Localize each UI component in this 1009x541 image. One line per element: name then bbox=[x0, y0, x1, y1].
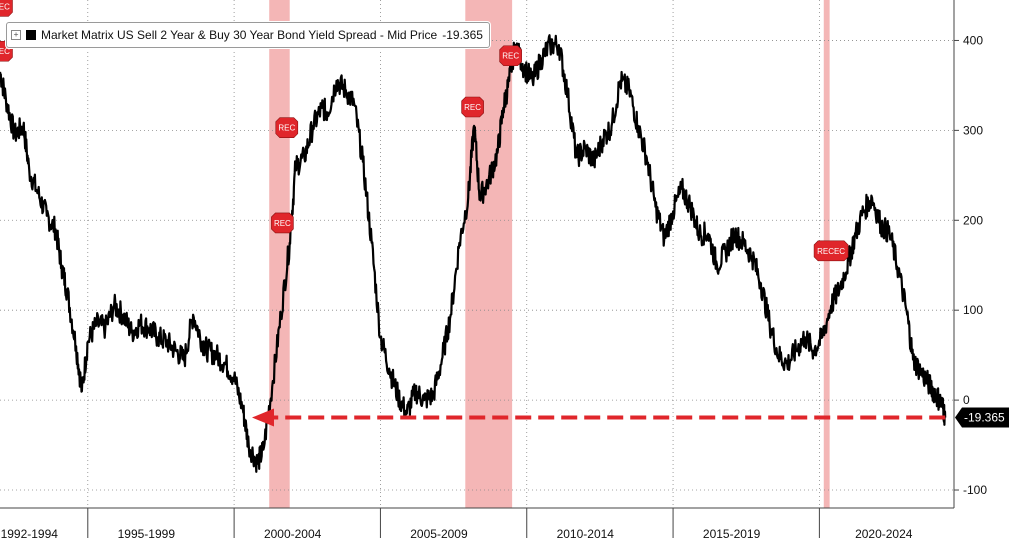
y-tick-label: 100 bbox=[963, 303, 983, 317]
level-arrow bbox=[252, 408, 946, 427]
rec-marker bbox=[275, 117, 299, 138]
series-layer bbox=[0, 34, 947, 473]
rec-marker bbox=[813, 240, 849, 262]
rec-marker-label: REC bbox=[278, 124, 295, 133]
y-tick-label: 0 bbox=[963, 393, 970, 407]
x-tick-label: 2020-2024 bbox=[855, 527, 913, 541]
x-tick-label: 2015-2019 bbox=[703, 527, 761, 541]
x-tick-label: 1992-1994 bbox=[1, 527, 59, 541]
rec-marker bbox=[0, 0, 13, 17]
x-tick-label: 2010-2014 bbox=[557, 527, 615, 541]
x-tick-label: 2005-2009 bbox=[410, 527, 468, 541]
rec-marker-label: REC bbox=[0, 47, 10, 56]
rec-marker-label: REC bbox=[0, 2, 10, 11]
y-tick-label: 200 bbox=[963, 213, 983, 227]
rec-marker-label: RECEC bbox=[817, 247, 845, 256]
arrow-head bbox=[252, 408, 274, 427]
rec-marker bbox=[499, 45, 522, 67]
last-value-label: -19.365 bbox=[964, 411, 1005, 425]
rec-marker bbox=[271, 212, 294, 234]
x-tick-label: 2000-2004 bbox=[264, 527, 322, 541]
rec-marker-label: REC bbox=[274, 219, 291, 228]
rec-marker-label: REC bbox=[464, 103, 481, 112]
spread-series-line bbox=[0, 34, 947, 473]
recession-bands bbox=[269, 0, 830, 508]
rec-markers: REC REC REC REC REC REC RECEC bbox=[0, 0, 849, 262]
legend-value: -19.365 bbox=[442, 28, 483, 42]
rec-marker-label: REC bbox=[502, 52, 519, 61]
y-tick-label: 400 bbox=[963, 33, 983, 47]
rec-marker bbox=[461, 96, 484, 118]
legend[interactable]: + Market Matrix US Sell 2 Year & Buy 30 … bbox=[6, 22, 490, 48]
last-value-flag bbox=[955, 407, 1009, 428]
gridlines bbox=[0, 0, 954, 508]
legend-label: Market Matrix US Sell 2 Year & Buy 30 Ye… bbox=[41, 28, 438, 42]
y-tick-label: 300 bbox=[963, 123, 983, 137]
plus-box-icon[interactable]: + bbox=[11, 30, 21, 40]
series-swatch bbox=[26, 30, 36, 40]
recession-band bbox=[465, 0, 513, 508]
x-tick-label: 1995-1999 bbox=[118, 527, 176, 541]
y-tick-label: -100 bbox=[963, 483, 987, 497]
